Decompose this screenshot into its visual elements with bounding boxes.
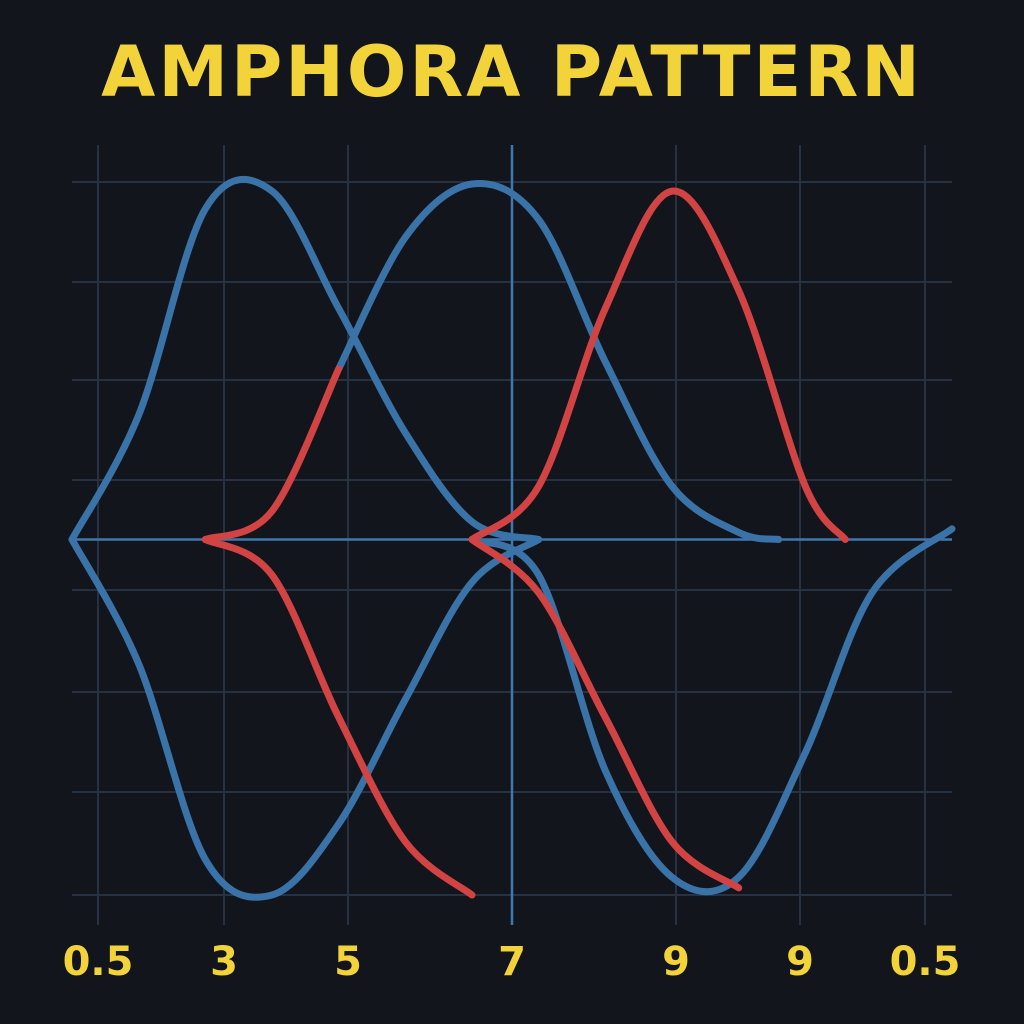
series-line-red-7 [468,536,743,892]
x-tick-label: 7 [498,939,526,985]
series-line-blue-1 [68,536,543,901]
series-line-red-6 [468,187,849,543]
series-line-blue-2 [335,179,783,543]
x-tick-label: 9 [786,939,814,985]
series-line-red-4 [201,365,343,543]
x-tick-label: 0.5 [890,939,961,985]
x-tick-label: 0.5 [63,939,134,985]
chart-title: AMPHORA PATTERN [101,31,923,113]
x-tick-label: 5 [334,939,362,985]
series-layer [68,175,956,901]
x-tick-labels: 0.5 3 5 7 9 9 0.5 [63,939,961,985]
x-tick-label: 9 [662,939,690,985]
series-line-red-5 [201,536,476,899]
series-line-blue-0 [68,175,543,543]
x-tick-label: 3 [210,939,238,985]
